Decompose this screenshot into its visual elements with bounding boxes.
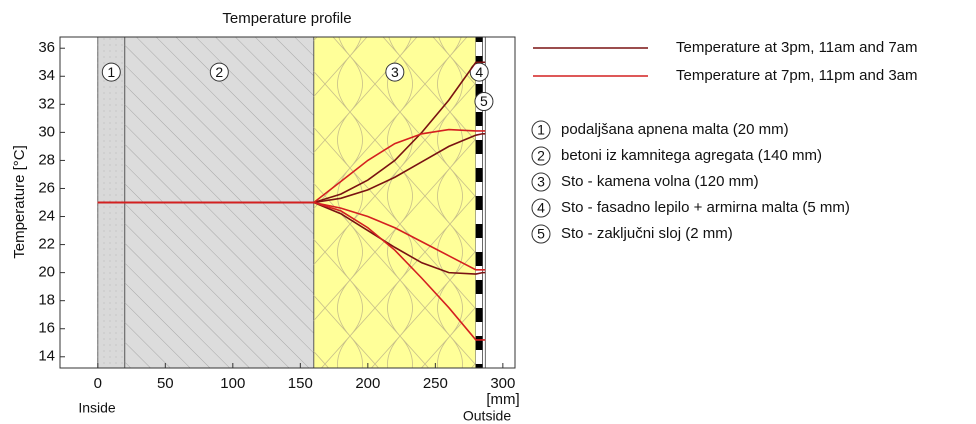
temperature-curve (97, 201, 486, 341)
y-tick-label: 26 (38, 179, 55, 196)
x-tick-label: 300 (490, 375, 515, 392)
y-tick-label: 16 (38, 320, 55, 337)
x-tick-label: 250 (423, 375, 448, 392)
layer-pattern (475, 37, 483, 368)
layer (482, 36, 486, 369)
layer-legend-label: Sto - zaključni sloj (2 mm) (561, 225, 733, 242)
x-tick-label: 0 (94, 375, 102, 392)
y-tick-label: 22 (38, 236, 55, 253)
layer-label: 3 (537, 174, 545, 190)
x-axis-unit: [mm] (486, 391, 519, 408)
y-tick-label: 32 (38, 95, 55, 112)
layer-badge (531, 120, 551, 140)
y-tick-label: 34 (38, 67, 55, 84)
chart-title: Temperature profile (222, 10, 351, 27)
y-axis-label: Temperature [°C] (11, 145, 28, 259)
layer-badge (474, 92, 494, 112)
legend-label: Temperature at 7pm, 11pm and 3am (676, 67, 918, 84)
layer-label: 5 (480, 93, 488, 109)
layer-badge (101, 62, 121, 82)
y-tick-label: 24 (38, 207, 55, 224)
layer-label: 1 (107, 64, 115, 80)
x-tick-label: 150 (288, 375, 313, 392)
layer-badge (385, 62, 405, 82)
layer-legend-label: Sto - kamena volna (120 mm) (561, 173, 759, 190)
layer-legend-label: betoni iz kamnitega agregata (140 mm) (561, 147, 822, 164)
y-tick-label: 30 (38, 123, 55, 140)
y-tick-label: 14 (38, 348, 55, 365)
annotation: Inside (78, 400, 116, 416)
layer-label: 2 (537, 148, 545, 164)
layer-label: 1 (537, 122, 545, 138)
layer-label: 3 (391, 64, 399, 80)
layer-label: 4 (537, 200, 545, 216)
x-tick-label: 100 (220, 375, 245, 392)
legend-label: Temperature at 3pm, 11am and 7am (676, 39, 918, 56)
layer-legend-label: podaljšana apnena malta (20 mm) (561, 121, 789, 138)
y-tick-label: 18 (38, 292, 55, 309)
x-tick-label: 200 (355, 375, 380, 392)
layer-badge (209, 62, 229, 82)
layer-badge (469, 62, 489, 82)
layer-label: 4 (475, 64, 483, 80)
x-tick-label: 50 (157, 375, 174, 392)
y-tick-label: 20 (38, 264, 55, 281)
layer-label: 5 (537, 226, 545, 242)
layer-badge (531, 224, 551, 244)
layer-pattern (313, 37, 476, 368)
annotation: Outside (463, 408, 511, 424)
layer-label: 2 (215, 64, 223, 80)
y-tick-label: 36 (38, 39, 55, 56)
y-tick-label: 28 (38, 151, 55, 168)
plot-frame (59, 36, 516, 369)
layer-badge (531, 146, 551, 166)
layer-badge (531, 172, 551, 192)
layer-badge (531, 198, 551, 218)
layer-legend-label: Sto - fasadno lepilo + armirna malta (5 … (561, 199, 850, 216)
